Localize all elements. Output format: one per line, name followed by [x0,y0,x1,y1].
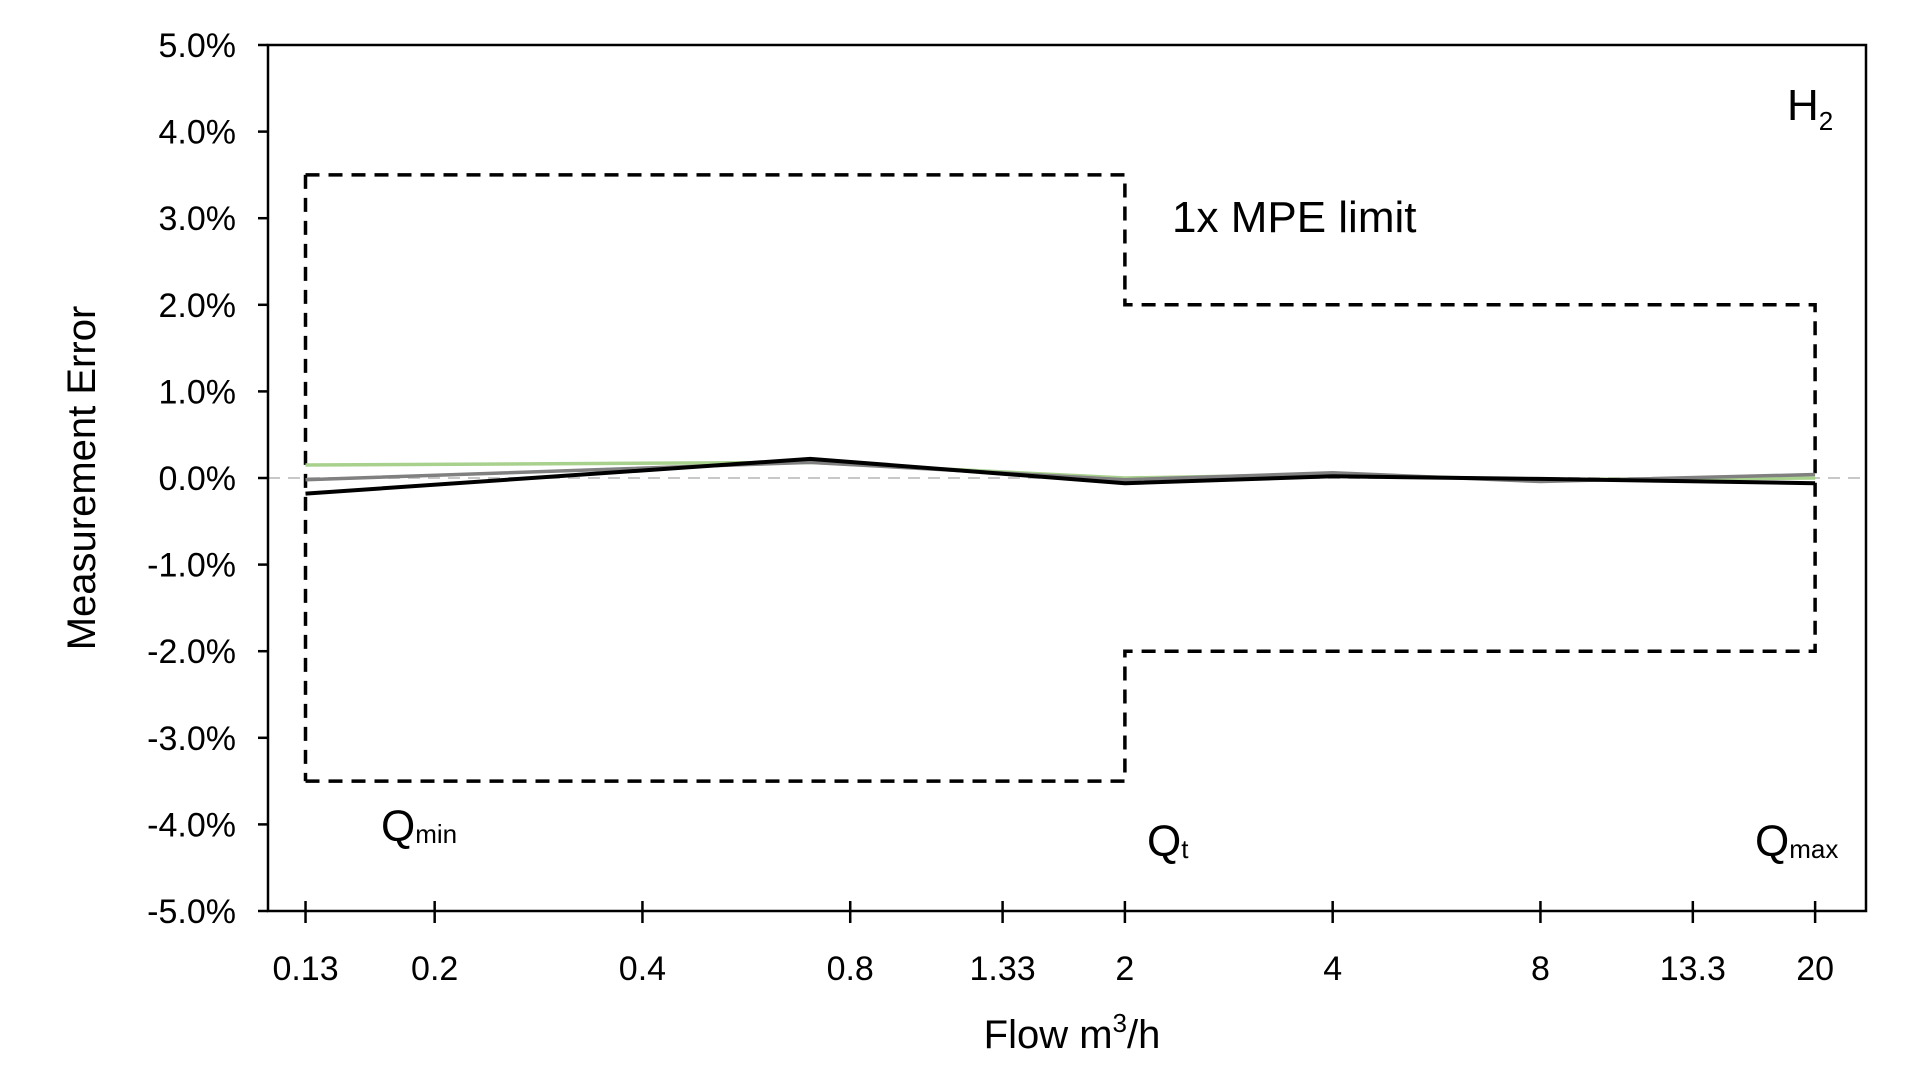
y-tick-label: 0.0% [159,460,237,498]
y-tick-label: -4.0% [147,806,236,844]
mpe-limit-lower [305,478,1817,783]
gas-label: H2 [1787,81,1833,136]
gas-label-subscript: 2 [1819,106,1833,136]
y-tick-label: 2.0% [159,287,237,325]
qt-label-main: Q [1147,817,1181,866]
x-tick-label: 13.3 [1660,950,1726,988]
x-tick-label: 4 [1323,950,1342,988]
x-tick-label: 0.4 [619,950,666,988]
x-tick-label: 20 [1796,950,1834,988]
gas-label-main: H [1787,81,1819,130]
y-tick-label: 4.0% [159,114,237,152]
y-axis-title: Measurement Error [60,306,104,651]
series-black-line [305,456,1816,496]
x-axis-title: Flow m3/h [984,1008,1161,1057]
y-tick-label: -3.0% [147,720,236,758]
qmax-label-subscript: max [1789,834,1838,864]
y-tick-label: -5.0% [147,893,236,931]
qmin-label: Qmin [381,802,457,851]
qmax-label: Qmax [1755,817,1838,866]
y-tick-label: 3.0% [159,200,237,238]
x-tick-label: 8 [1531,950,1550,988]
qmax-label-main: Q [1755,817,1789,866]
y-tick-label: -1.0% [147,547,236,585]
y-tick-label: 1.0% [159,373,237,411]
x-tick-label: 0.2 [411,950,458,988]
mpe-limit-label: 1x MPE limit [1172,193,1416,242]
qt-label: Qt [1147,817,1189,866]
axis-layer: 5.0% 4.0% 3.0% 2.0% 1.0% 0.0% -1.0% -2.0% -3.0% -… [147,27,1834,988]
mpe-limit-upper [305,173,1817,478]
x-axis-title-main: Flow m [984,1013,1113,1057]
y-tick-label: -2.0% [147,633,236,671]
series-layer [305,456,1816,496]
x-tick-label: 2 [1115,950,1134,988]
x-tick-label: 0.8 [827,950,874,988]
qt-label-subscript: t [1181,834,1189,864]
x-axis-title-superscript: 3 [1113,1008,1127,1038]
x-axis-title-tail: /h [1127,1013,1160,1057]
y-tick-label: 5.0% [159,27,237,65]
qmin-label-subscript: min [415,819,457,849]
x-tick-label: 1.33 [970,950,1036,988]
x-tick-label: 0.13 [272,950,338,988]
qmin-label-main: Q [381,802,415,851]
